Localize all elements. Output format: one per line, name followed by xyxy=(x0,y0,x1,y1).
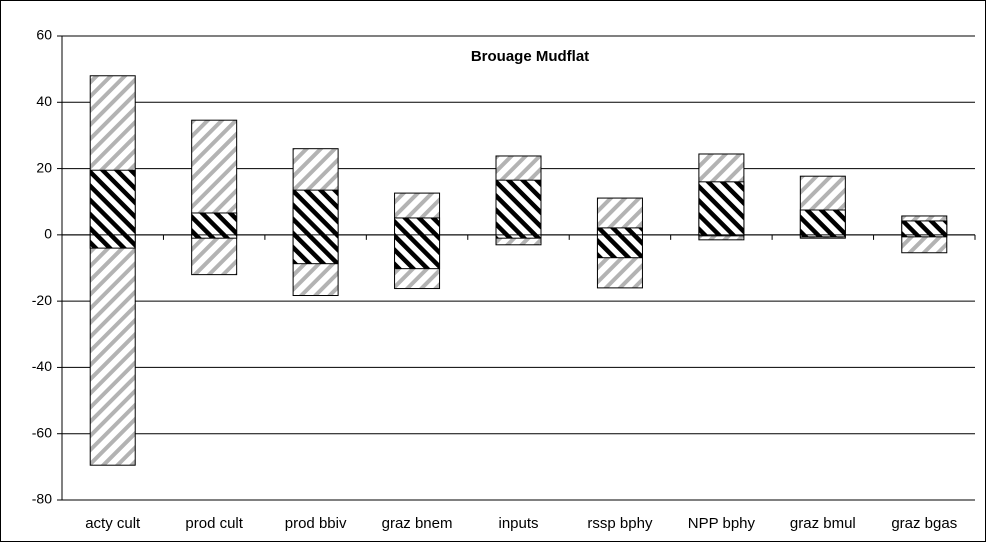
inner-range-bar xyxy=(799,209,846,238)
x-tick-label: NPP bphy xyxy=(688,515,756,532)
chart-title: Brouage Mudflat xyxy=(471,48,589,65)
inner-range-bar xyxy=(292,189,339,265)
inner-range-bar xyxy=(698,181,745,237)
y-tick-label: 60 xyxy=(36,27,52,43)
x-tick-label: prod bbiv xyxy=(285,515,347,532)
x-tick-label: acty cult xyxy=(85,515,141,532)
inner-range-bar xyxy=(495,179,542,239)
x-tick-label: graz bnem xyxy=(382,515,453,532)
x-tick-label: graz bmul xyxy=(790,515,856,532)
y-tick-label: 20 xyxy=(36,159,52,175)
inner-range-bar xyxy=(89,169,136,249)
y-tick-label: -60 xyxy=(32,424,52,440)
x-tick-label: graz bgas xyxy=(891,515,957,532)
y-tick-label: -80 xyxy=(32,491,52,507)
x-tick-label: rssp bphy xyxy=(587,515,653,532)
inner-range-bar xyxy=(596,227,643,259)
inner-range-bar xyxy=(901,220,948,238)
x-tick-label: prod cult xyxy=(185,515,243,532)
y-tick-label: -40 xyxy=(32,358,52,374)
outer-range-bar xyxy=(89,75,136,466)
outer-range-bar xyxy=(191,119,238,276)
y-tick-label: -20 xyxy=(32,292,52,308)
y-tick-label: 0 xyxy=(44,226,52,242)
inner-range-bar xyxy=(191,212,238,239)
x-tick-label: inputs xyxy=(498,515,538,532)
inner-range-bar xyxy=(394,217,441,270)
y-tick-label: 40 xyxy=(36,93,52,109)
